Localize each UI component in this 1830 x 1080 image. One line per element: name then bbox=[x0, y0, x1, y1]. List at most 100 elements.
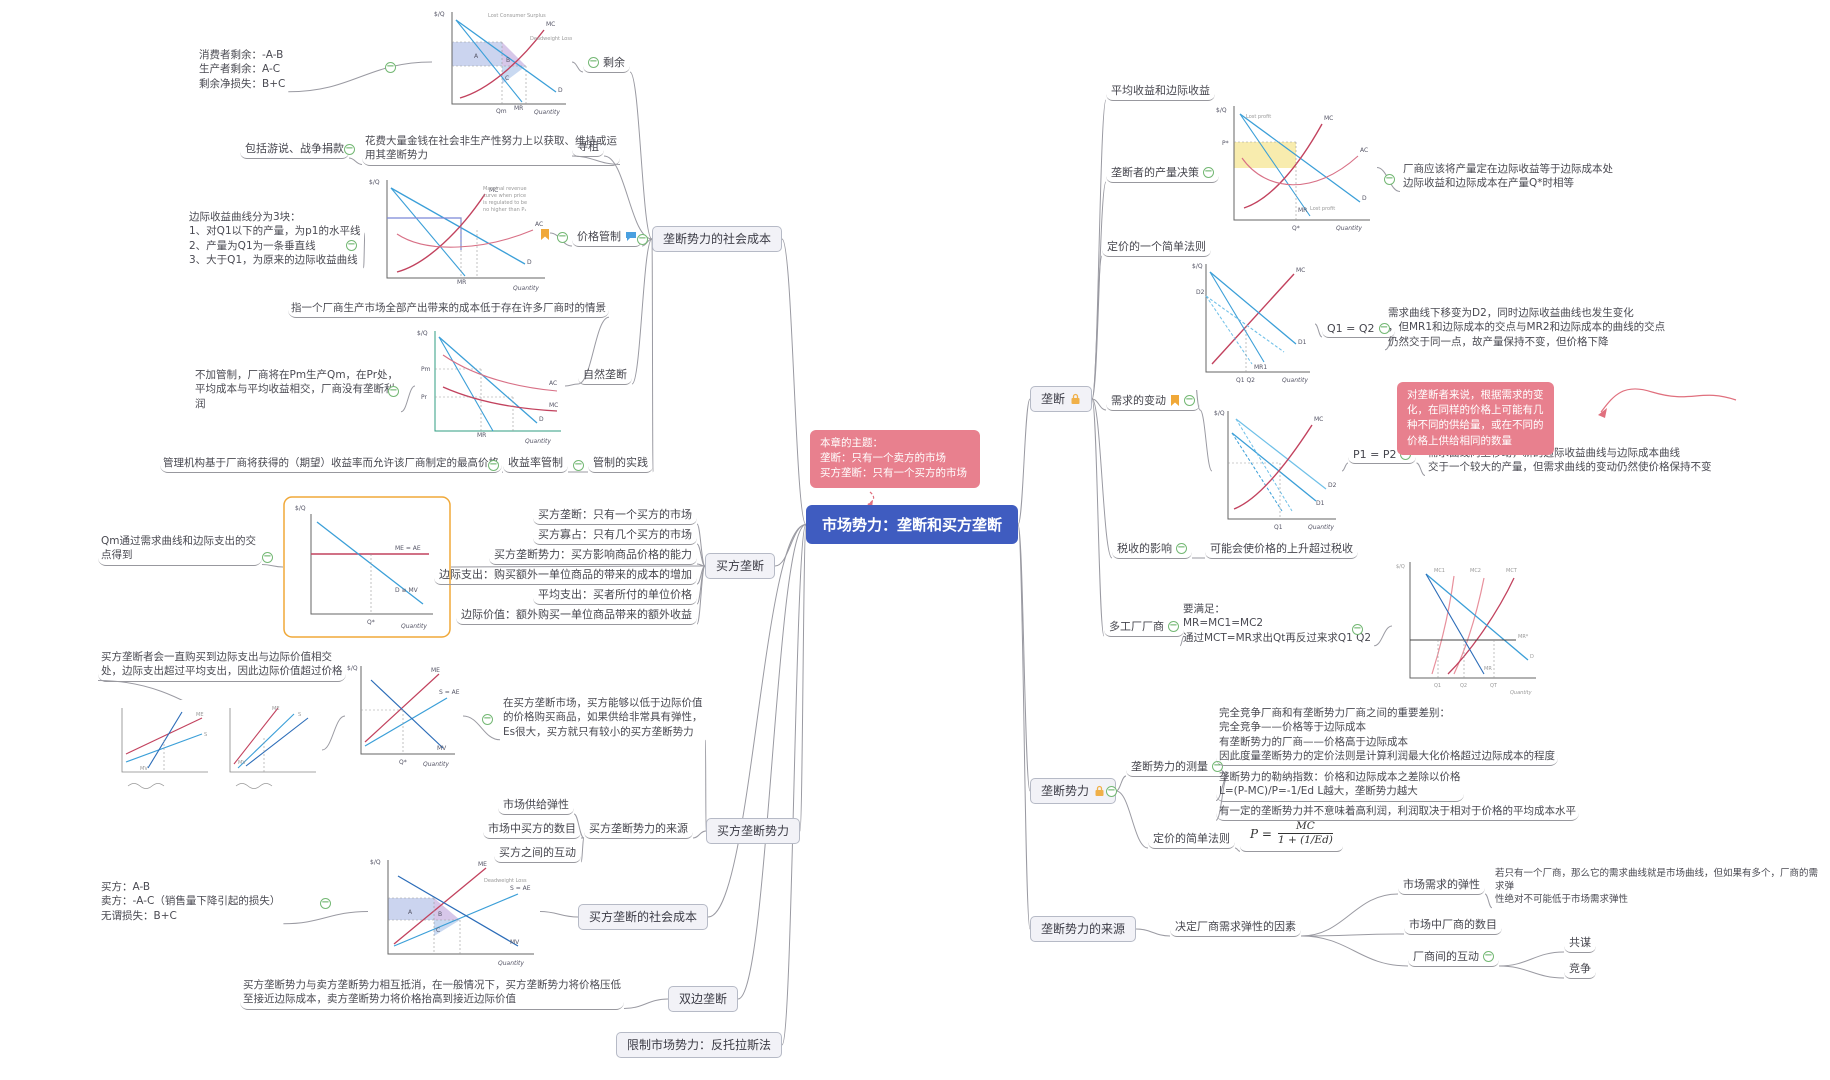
label-interaction[interactable]: 厂商间的互动 bbox=[1408, 948, 1499, 967]
text-rentseek[interactable]: 花费大量金钱在社会非生产性努力上以获取、维持或运 用其垄断势力 bbox=[362, 134, 620, 166]
node-sources[interactable]: 垄断势力的来源 bbox=[1030, 916, 1137, 942]
collapse-icon[interactable] bbox=[1176, 542, 1187, 554]
collapse-icon[interactable] bbox=[320, 898, 331, 909]
graph-natural[interactable]: Pm Pr AC MC MR D $/Q Quantity bbox=[415, 325, 565, 447]
note-supply[interactable]: 对垄断者来说，根据需求的变 化，在同样的价格上可能有几 种不同的供给量，或在不同… bbox=[1397, 382, 1554, 455]
node-antitrust[interactable]: 限制市场势力：反托拉斯法 bbox=[616, 1032, 783, 1058]
text-qm[interactable]: Qm通过需求曲线和边际支出的交点得到 bbox=[98, 534, 262, 566]
text-natural-def[interactable]: 指一个厂商生产市场全部产出带来的成本低于存在许多厂商时的情景 bbox=[288, 301, 609, 319]
label-avgrev[interactable]: 平均收益和边际收益 bbox=[1106, 82, 1215, 101]
collapse-icon[interactable] bbox=[1203, 166, 1214, 178]
collapse-icon[interactable] bbox=[482, 714, 493, 725]
label-tax[interactable]: 税收的影响 bbox=[1112, 540, 1192, 559]
src-0[interactable]: 市场供给弹性 bbox=[498, 796, 574, 815]
label-rule1[interactable]: 定价的一个简单法则 bbox=[1102, 238, 1211, 257]
graph-small2[interactable]: ME S = AE MV Q* Quantity $/Q bbox=[345, 660, 463, 772]
collapse-icon[interactable] bbox=[1168, 620, 1179, 632]
label-surplus[interactable]: 剩余 bbox=[583, 54, 630, 73]
collapse-icon[interactable] bbox=[1352, 624, 1363, 635]
text-tax[interactable]: 可能会使价格的上升超过税收 bbox=[1205, 540, 1358, 559]
text-elasticity[interactable]: 若只有一个厂商，那么它的需求曲线就是市场曲线，但如果有多个，厂商的需求弹 性绝对… bbox=[1495, 868, 1819, 905]
collapse-icon[interactable] bbox=[344, 144, 355, 155]
text-shift1[interactable]: 需求曲线下移变为D2，同时边际收益曲线也发生变化 ，但MR1和边际成本的交点与M… bbox=[1388, 307, 1666, 348]
graph-pair[interactable]: ME S MV ME S MV bbox=[112, 700, 322, 800]
collapse-icon[interactable] bbox=[573, 460, 584, 471]
collapse-icon[interactable] bbox=[1378, 323, 1390, 334]
svg-text:Deadweight Loss: Deadweight Loss bbox=[530, 36, 572, 42]
collapse-icon[interactable] bbox=[1384, 174, 1395, 185]
graph-shift1[interactable]: MC D1 D2 MR1 Q1 Q2 Quantity $/Q bbox=[1190, 258, 1315, 390]
collapse-icon[interactable] bbox=[488, 460, 499, 471]
label-elasticity[interactable]: 市场需求的弹性 bbox=[1398, 876, 1485, 895]
text-surplus[interactable]: 消费者剩余：-A-B 生产者剩余：A-C 剩余净损失：B+C bbox=[199, 49, 286, 90]
collapse-icon[interactable] bbox=[557, 232, 568, 243]
item-5[interactable]: 边际价值：额外购买一单位商品带来的额外收益 bbox=[456, 606, 697, 625]
label-demand[interactable]: 需求的变动 bbox=[1106, 392, 1200, 411]
label-factor[interactable]: 决定厂商需求弹性的因素 bbox=[1170, 918, 1301, 937]
graph-multi[interactable]: MC1 MC2 MCT MR* D MR Q1 Q2 QT Quantity $… bbox=[1392, 556, 1542, 696]
label-buyer-sources[interactable]: 买方垄断势力的来源 bbox=[584, 820, 693, 839]
text-m3[interactable]: 有一定的垄断势力并不意味着高利润，利润取决于相对于价格的平均成本水平 bbox=[1216, 804, 1579, 822]
chapter-note[interactable]: 本章的主题： 垄断：只有一个卖方的市场 买方垄断：只有一个买方的市场 bbox=[810, 430, 980, 488]
svg-text:C: C bbox=[505, 75, 509, 82]
collapse-icon[interactable] bbox=[346, 240, 357, 251]
graph-price[interactable]: MC AC MR D Marginal revenue curve when p… bbox=[365, 172, 550, 294]
label-price-control[interactable]: 价格管制 bbox=[572, 228, 642, 247]
item-1[interactable]: 买方寡占：只有几个买方的市场 bbox=[533, 526, 697, 545]
label-natural[interactable]: 自然垄断 bbox=[578, 366, 632, 385]
svg-text:QT: QT bbox=[1490, 683, 1498, 689]
node-monopoly[interactable]: 垄断 bbox=[1030, 386, 1093, 412]
graph-moncost[interactable]: ME S = AE MV A B C Deadweight Loss $/Q Q… bbox=[368, 854, 540, 969]
label-collusion[interactable]: 共谋 bbox=[1564, 934, 1596, 953]
label-measure[interactable]: 垄断势力的测量 bbox=[1126, 758, 1228, 777]
label-competition[interactable]: 竞争 bbox=[1564, 960, 1596, 979]
node-buyer-power[interactable]: 买方垄断势力 bbox=[706, 818, 801, 844]
graph-surplus[interactable]: $/Q Lost Consumer Surplus Deadweight Los… bbox=[432, 6, 572, 118]
node-bilateral[interactable]: 双边垄断 bbox=[668, 986, 739, 1012]
label-firmcount[interactable]: 市场中厂商的数目 bbox=[1404, 916, 1502, 935]
label-rate[interactable]: 收益率管制 bbox=[503, 454, 568, 473]
collapse-icon[interactable] bbox=[388, 386, 399, 397]
collapse-icon[interactable] bbox=[385, 62, 396, 73]
text-multi[interactable]: 要满足： MR=MC1=MC2 通过MCT=MR求出Qt再反过来求Q1 Q2 bbox=[1183, 603, 1372, 644]
collapse-icon[interactable] bbox=[1184, 394, 1195, 406]
graph-shift2[interactable]: MC D1 D2 Q1 Quantity $/Q bbox=[1212, 405, 1342, 537]
text-noreg[interactable]: 不加管制，厂商将在Pm生产Qm，在Pr处， 平均成本与平均收益相交，厂商没有垄断… bbox=[195, 369, 399, 410]
collapse-icon[interactable] bbox=[588, 56, 599, 68]
text-market[interactable]: 在买方垄断市场，买方能够以低于边际价值 的价格购买商品，如果供给非常具有弹性， … bbox=[503, 697, 703, 738]
node-power[interactable]: 垄断势力 bbox=[1030, 778, 1117, 804]
item-4[interactable]: 平均支出：买者所付的单位价格 bbox=[533, 586, 697, 605]
text-buyuntil[interactable]: 买方垄断者会一直购买到边际支出与边际价值相交 处，边际支出超过平均支出，因此边际… bbox=[98, 650, 346, 682]
label-multi[interactable]: 多工厂厂商 bbox=[1104, 618, 1184, 637]
collapse-icon[interactable] bbox=[1106, 786, 1117, 797]
formula[interactable]: P = MC 1 + (1/Ed) bbox=[1240, 818, 1343, 853]
node-monopsony[interactable]: 买方垄断 bbox=[705, 553, 776, 579]
tag-q1q2[interactable]: Q1 = Q2 bbox=[1322, 322, 1395, 338]
item-3[interactable]: 边际支出：购买额外一单位商品的带来的成本的增加 bbox=[434, 566, 697, 585]
label-rule2[interactable]: 定价的简单法则 bbox=[1148, 830, 1235, 849]
text-regrate[interactable]: 管理机构基于厂商将获得的（期望）收益率而允许该厂商制定的最高价格 bbox=[160, 456, 502, 474]
svg-text:Pr: Pr bbox=[421, 394, 428, 401]
src-1[interactable]: 市场中买方的数目 bbox=[483, 820, 581, 839]
item-2[interactable]: 买方垄断势力：买方影响商品价格的能力 bbox=[489, 546, 697, 565]
collapse-icon[interactable] bbox=[262, 552, 273, 563]
text-buyerab[interactable]: 买方：A-B 卖方：-A-C（销售量下降引起的损失） 无谓损失：B+C bbox=[101, 881, 281, 922]
label-lobby[interactable]: 包括游说、战争捐款 bbox=[240, 140, 349, 159]
label-practice[interactable]: 管制的实践 bbox=[588, 454, 653, 473]
src-2[interactable]: 买方之间的互动 bbox=[494, 844, 581, 863]
graph-orange[interactable]: ME = AE D ≡ MV Q* Quantity $/Q bbox=[283, 496, 451, 638]
node-social-cost[interactable]: 垄断势力的社会成本 bbox=[652, 226, 783, 252]
collapse-icon[interactable] bbox=[1483, 950, 1494, 962]
central-topic[interactable]: 市场势力：垄断和买方垄断 bbox=[806, 505, 1019, 544]
text-m2[interactable]: 垄断势力的勒纳指数：价格和边际成本之差除以价格 L=(P-MC)/P=-1/Ed… bbox=[1216, 770, 1464, 802]
text-m1[interactable]: 完全竞争厂商和有垄断势力厂商之间的重要差别： 完全竞争——价格等于边际成本 有垄… bbox=[1216, 706, 1558, 767]
text-bilateral[interactable]: 买方垄断势力与卖方垄断势力相互抵消，在一般情况下，买方垄断势力将价格压低 至接近… bbox=[240, 978, 624, 1010]
text-output[interactable]: 厂商应该将产量定在边际收益等于边际成本处 边际收益和边际成本在产量Q*时相等 bbox=[1403, 163, 1613, 190]
text-mr3[interactable]: 边际收益曲线分为3块： 1、对Q1以下的产量，为p1的水平线 2、产量为Q1为一… bbox=[189, 211, 361, 266]
node-monopsony-cost[interactable]: 买方垄断的社会成本 bbox=[578, 904, 709, 930]
svg-text:ME: ME bbox=[431, 667, 440, 674]
label-output[interactable]: 垄断者的产量决策 bbox=[1106, 164, 1219, 183]
collapse-icon[interactable] bbox=[637, 234, 648, 245]
item-0[interactable]: 买方垄断：只有一个买方的市场 bbox=[533, 506, 697, 525]
graph-output[interactable]: MC AC MR D P* Q* Quantity Lost profit Lo… bbox=[1212, 100, 1377, 235]
